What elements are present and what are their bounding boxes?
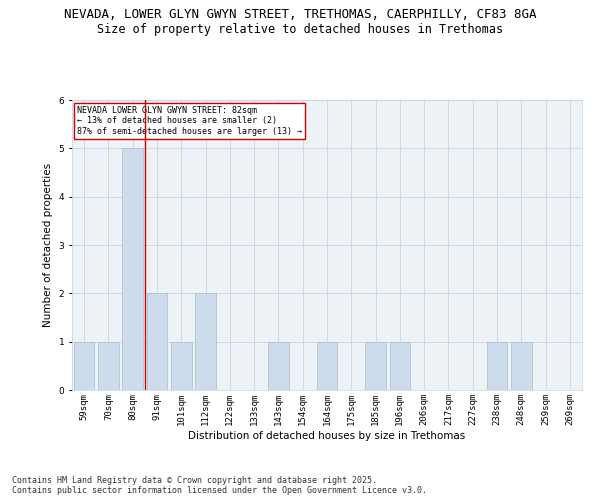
Bar — [195, 294, 216, 390]
Y-axis label: Number of detached properties: Number of detached properties — [43, 163, 53, 327]
X-axis label: Distribution of detached houses by size in Trethomas: Distribution of detached houses by size … — [188, 430, 466, 440]
Bar — [365, 342, 386, 390]
Bar — [487, 342, 508, 390]
Bar — [122, 148, 143, 390]
Bar — [146, 294, 167, 390]
Text: Contains HM Land Registry data © Crown copyright and database right 2025.
Contai: Contains HM Land Registry data © Crown c… — [12, 476, 427, 495]
Bar — [98, 342, 119, 390]
Bar — [317, 342, 337, 390]
Bar — [74, 342, 94, 390]
Text: NEVADA LOWER GLYN GWYN STREET: 82sqm
← 13% of detached houses are smaller (2)
87: NEVADA LOWER GLYN GWYN STREET: 82sqm ← 1… — [77, 106, 302, 136]
Bar — [171, 342, 191, 390]
Text: Size of property relative to detached houses in Trethomas: Size of property relative to detached ho… — [97, 22, 503, 36]
Bar — [511, 342, 532, 390]
Bar — [389, 342, 410, 390]
Text: NEVADA, LOWER GLYN GWYN STREET, TRETHOMAS, CAERPHILLY, CF83 8GA: NEVADA, LOWER GLYN GWYN STREET, TRETHOMA… — [64, 8, 536, 20]
Bar — [268, 342, 289, 390]
